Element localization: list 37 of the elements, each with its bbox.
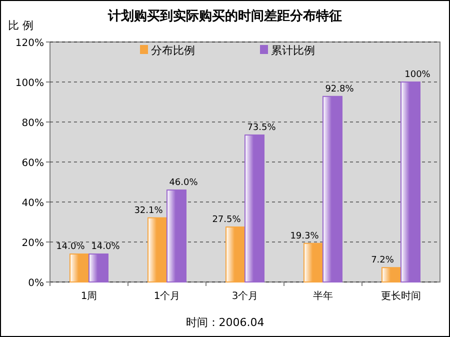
chart-title: 计划购买到实际购买的时间差距分布特征 xyxy=(107,8,342,24)
y-tick-label: 40% xyxy=(22,198,44,209)
data-label: 100% xyxy=(404,70,431,80)
y-tick-label: 100% xyxy=(15,78,44,89)
data-label: 14.0% xyxy=(91,242,120,252)
y-axis-title: 比 例 xyxy=(8,19,34,32)
y-tick-label: 0% xyxy=(28,278,44,289)
data-label: 46.0% xyxy=(169,178,198,188)
legend-label: 分布比例 xyxy=(151,44,195,57)
bar xyxy=(244,134,264,282)
bar xyxy=(304,242,324,282)
y-tick-label: 80% xyxy=(22,118,44,129)
legend-label: 累计比例 xyxy=(271,44,315,57)
x-tick-label: 更长时间 xyxy=(381,290,421,302)
text: 时间：2006.04 xyxy=(186,316,264,329)
data-label: 73.5% xyxy=(247,123,276,133)
bar xyxy=(70,254,90,282)
x-tick-label: 1周 xyxy=(80,291,98,302)
data-label: 92.8% xyxy=(325,84,354,94)
x-tick-label: 半年 xyxy=(313,290,333,302)
y-tick-label: 60% xyxy=(22,158,44,169)
bar xyxy=(400,82,420,282)
data-label: 32.1% xyxy=(134,206,164,216)
bar xyxy=(148,217,168,282)
x-tick-label: 3个月 xyxy=(232,290,258,302)
x-tick-label: 1个月 xyxy=(154,290,180,302)
bar xyxy=(322,96,342,282)
y-tick-label: 20% xyxy=(22,238,44,249)
bar xyxy=(166,190,186,282)
data-label: 19.3% xyxy=(290,231,320,242)
bar xyxy=(226,226,246,282)
data-label: 7.2% xyxy=(371,256,394,266)
y-tick-label: 120% xyxy=(15,38,44,49)
data-label: 14.0% xyxy=(56,242,86,252)
bar xyxy=(382,267,402,282)
data-label: 27.5% xyxy=(212,215,242,225)
bar xyxy=(88,254,108,282)
